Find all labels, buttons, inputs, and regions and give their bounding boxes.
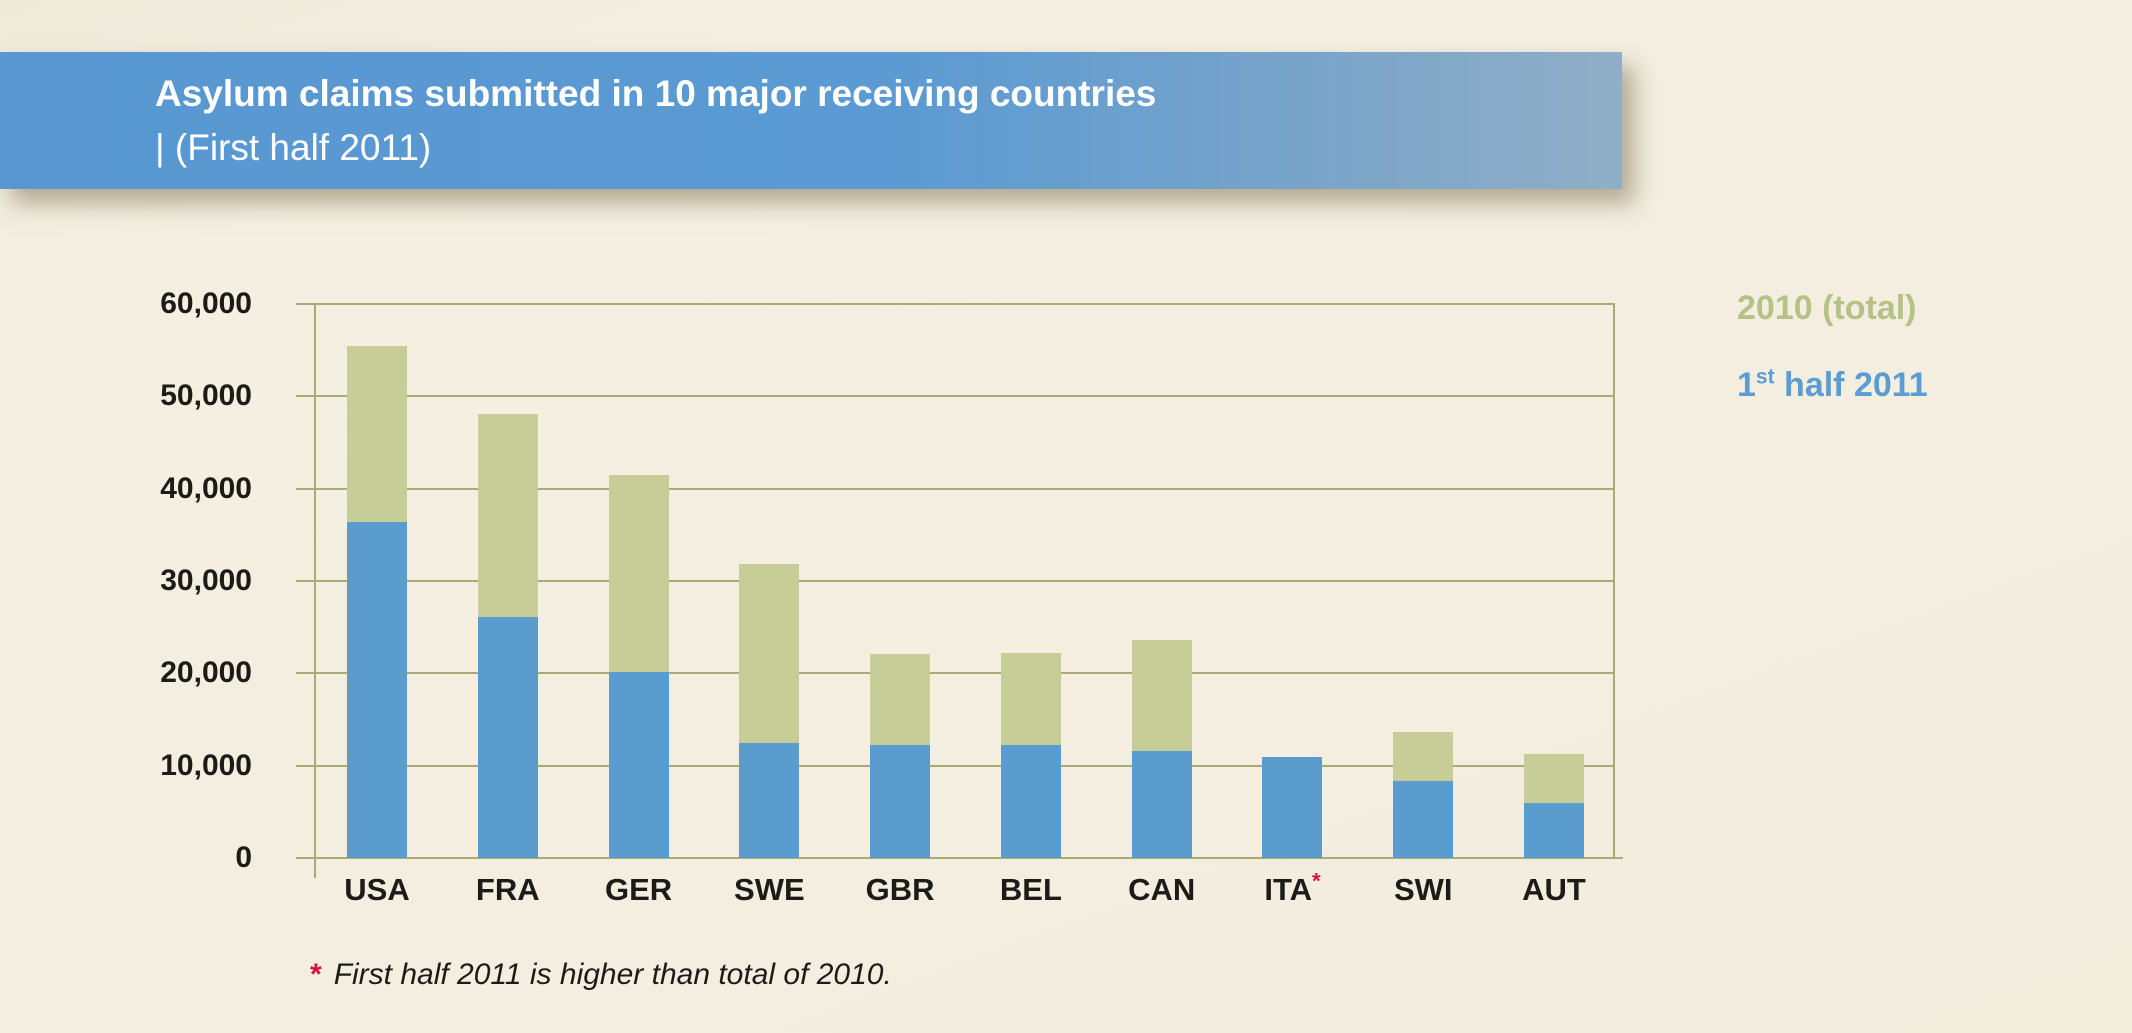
bar-2011-GER — [608, 672, 669, 858]
bar-2011-CAN — [1131, 750, 1192, 858]
x-label-text-ITA: ITA — [1264, 872, 1312, 907]
x-label-text-CAN: CAN — [1128, 872, 1196, 907]
bar-2011-SWI — [1393, 781, 1454, 858]
gridline-40000 — [296, 487, 1615, 490]
x-label-ITA: ITA* — [1222, 868, 1362, 908]
bar-2011-FRA — [477, 617, 538, 858]
bar-2010-SWI — [1393, 732, 1454, 782]
plot-right-border — [1613, 304, 1615, 858]
x-label-text-GER: GER — [604, 872, 673, 907]
y-tick-label-30000: 30,000 — [160, 564, 252, 597]
y-tick-label-60000: 60,000 — [160, 287, 252, 320]
x-label-SWE: SWE — [699, 872, 839, 908]
bar-2011-BEL — [1000, 745, 1061, 858]
x-label-text-AUT: AUT — [1522, 872, 1586, 907]
gridline-30000 — [296, 580, 1615, 582]
footnote-text: First half 2011 is higher than total of … — [333, 958, 892, 991]
legend-item-2011: 1st half 2011 — [1737, 365, 1928, 405]
gridline-10000 — [296, 764, 1615, 767]
bar-2011-USA — [347, 521, 407, 858]
bar-2010-GER — [608, 474, 669, 673]
gridline-20000 — [296, 672, 1615, 675]
x-label-text-FRA: FRA — [475, 872, 540, 907]
x-label-text-BEL: BEL — [999, 872, 1062, 907]
bar-2010-CAN — [1131, 640, 1192, 751]
bar-2011-AUT — [1524, 802, 1585, 858]
legend: 2010 (total) 1st half 2011 — [1737, 288, 1928, 442]
gridline-60000 — [296, 303, 1615, 305]
y-tick-label-0: 0 — [235, 841, 252, 874]
bar-2011-ITA — [1262, 757, 1323, 858]
x-label-GBR: GBR — [830, 872, 970, 908]
bar-2010-SWE — [739, 564, 800, 743]
bar-2011-GBR — [870, 745, 931, 858]
x-label-FRA: FRA — [438, 872, 578, 908]
page-subtitle: | (First half 2011) — [155, 127, 432, 168]
gridline-0 — [296, 857, 1623, 859]
gridline-50000 — [296, 395, 1615, 398]
x-label-asterisk-ITA: * — [1311, 868, 1321, 894]
bar-2010-USA — [347, 345, 407, 522]
x-label-text-SWE: SWE — [734, 872, 805, 907]
bar-2010-BEL — [1000, 653, 1061, 746]
bar-2010-GBR — [870, 653, 931, 746]
x-label-GER: GER — [569, 872, 709, 908]
y-tick-label-40000: 40,000 — [160, 471, 252, 505]
x-label-text-SWI: SWI — [1393, 872, 1453, 907]
legend-item-2010: 2010 (total) — [1737, 288, 1928, 328]
footnote-asterisk: * — [310, 958, 322, 991]
bar-2010-FRA — [477, 413, 538, 618]
footnote: * First half 2011 is higher than total of… — [310, 958, 892, 992]
x-label-text-USA: USA — [344, 872, 410, 907]
x-label-BEL: BEL — [961, 872, 1101, 908]
y-tick-label-20000: 20,000 — [160, 656, 252, 690]
bar-2010-AUT — [1524, 753, 1585, 803]
legend-label-2011-prefix: 1 — [1737, 366, 1756, 404]
y-tick-label-10000: 10,000 — [160, 748, 252, 782]
x-label-text-GBR: GBR — [865, 872, 935, 907]
header-band: Asylum claims submitted in 10 major rece… — [0, 52, 1622, 189]
x-label-CAN: CAN — [1092, 872, 1232, 908]
y-tick-label-50000: 50,000 — [160, 379, 252, 413]
x-label-SWI: SWI — [1353, 872, 1493, 908]
y-axis-line — [314, 304, 316, 878]
legend-label-2011-sup: st — [1755, 365, 1775, 389]
plot-area: 60,000 50,000 40,000 30,000 20,000 10,000 0 USA… — [160, 287, 1623, 907]
legend-label-2011-suffix: half 2011 — [1774, 366, 1928, 404]
x-label-USA: USA — [307, 872, 447, 908]
legend-label-2010: 2010 (total) — [1737, 289, 1917, 327]
x-label-AUT: AUT — [1484, 872, 1624, 908]
bar-2011-SWE — [739, 742, 800, 858]
page-title: Asylum claims submitted in 10 major rece… — [155, 73, 1157, 114]
